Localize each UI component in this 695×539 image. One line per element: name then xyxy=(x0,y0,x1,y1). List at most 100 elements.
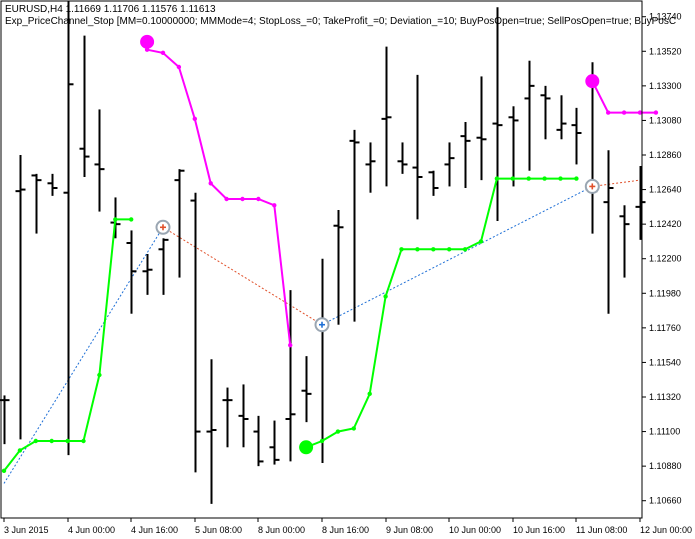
price-bar xyxy=(79,35,90,177)
price-tick-label: 1.12200 xyxy=(649,254,682,264)
price-bar xyxy=(63,1,74,456)
lower-channel-line-point xyxy=(65,438,70,444)
price-bar xyxy=(269,420,280,465)
time-tick-label: 3 Jun 2015 xyxy=(4,525,49,535)
upper-channel-line-point xyxy=(208,181,213,186)
lower-channel-line-point xyxy=(49,438,54,444)
lower-channel-line-point xyxy=(526,176,531,181)
price-bar xyxy=(253,415,264,467)
price-bar xyxy=(206,359,217,504)
price-tick-label: 1.11100 xyxy=(649,427,680,437)
price-bar xyxy=(142,254,153,295)
price-bar xyxy=(301,356,312,423)
time-tick-label: 12 Jun 00:00 xyxy=(640,525,692,535)
price-bar xyxy=(444,142,455,187)
buy-trade-line xyxy=(321,185,593,326)
lower-channel-line-point xyxy=(113,217,118,222)
upper-channel-line xyxy=(146,48,292,346)
lower-channel-line-point xyxy=(447,247,452,252)
upper-channel-line-point xyxy=(288,342,293,348)
sell-trade-marker xyxy=(155,219,171,235)
price-axis[interactable]: 1.13740 1.13520 1.13300 1.13080 1.12860 1.126… xyxy=(642,12,682,506)
lower-channel-line-point xyxy=(399,247,404,252)
lower-channel-line-point xyxy=(97,372,102,378)
lower-channel-line-point xyxy=(367,391,372,397)
price-bar xyxy=(158,238,169,295)
price-bar xyxy=(190,192,201,473)
price-tick-label: 1.11540 xyxy=(649,357,681,367)
price-tick-label: 1.13080 xyxy=(649,115,682,125)
time-tick-label: 4 Jun 16:00 xyxy=(131,525,178,535)
price-bar xyxy=(412,74,423,220)
upper-channel-line-point xyxy=(653,110,659,115)
sell-trade-marker xyxy=(584,178,600,194)
price-tick-label: 1.11320 xyxy=(649,392,681,402)
price-bar xyxy=(540,85,551,140)
price-tick-label: 1.12640 xyxy=(649,185,682,195)
trade-markers xyxy=(140,34,600,455)
upper-channel-line-point xyxy=(192,116,197,122)
lower-channel-line-point xyxy=(462,247,468,252)
time-tick-label: 11 Jun 08:00 xyxy=(576,525,627,535)
price-bar xyxy=(635,166,646,240)
price-bar xyxy=(476,76,487,181)
upper-channel-line-point xyxy=(240,196,245,202)
price-bar xyxy=(508,106,519,187)
price-bar xyxy=(492,7,503,221)
upper-channel-line-point xyxy=(160,50,166,56)
price-tick-label: 1.10660 xyxy=(649,496,682,506)
lower-channel-line-point xyxy=(478,239,484,244)
sell-signal-dot xyxy=(140,34,155,49)
lower-channel-line-point xyxy=(431,247,436,252)
symbol-info: EURUSD,H4 1.11669 1.11706 1.11576 1.1161… xyxy=(5,4,216,15)
sell-trade-line xyxy=(592,179,641,187)
upper-channel-line-point xyxy=(272,203,277,208)
price-bar xyxy=(619,205,630,278)
price-bar xyxy=(15,155,26,440)
price-bar xyxy=(381,46,392,187)
price-bar xyxy=(238,384,249,448)
price-tick-label: 1.13740 xyxy=(649,12,682,22)
price-bar xyxy=(333,210,344,325)
time-tick-label: 8 Jun 16:00 xyxy=(322,525,369,535)
price-bar xyxy=(556,95,567,140)
trade-lines xyxy=(3,179,641,484)
time-tick-label: 8 Jun 00:00 xyxy=(258,525,305,535)
buy-signal-dot xyxy=(299,440,314,455)
lower-channel-line-point xyxy=(415,247,420,252)
lower-channel-line-point xyxy=(81,438,86,444)
price-tick-label: 1.10880 xyxy=(649,461,682,471)
lower-channel-line-point xyxy=(33,438,38,444)
time-axis[interactable]: 3 Jun 2015 4 Jun 00:00 4 Jun 16:00 5 Jun 08… xyxy=(3,518,692,535)
price-bar xyxy=(174,169,185,278)
price-bar xyxy=(428,170,439,196)
time-tick-label: 10 Jun 16:00 xyxy=(513,525,565,535)
price-bar xyxy=(47,173,58,196)
price-tick-label: 1.13300 xyxy=(649,81,682,91)
price-bar xyxy=(397,142,408,174)
expert-info: Exp_PriceChannel_Stop [MM=0.10000000; MM… xyxy=(5,16,676,27)
sell-signal-dot xyxy=(585,74,600,89)
price-bar xyxy=(222,387,233,448)
time-tick-label: 5 Jun 08:00 xyxy=(195,525,242,535)
lower-channel-line-point xyxy=(383,294,388,299)
price-bar xyxy=(0,395,10,445)
price-tick-label: 1.12420 xyxy=(649,219,682,229)
price-bar xyxy=(460,122,471,188)
price-bar xyxy=(126,230,137,314)
time-tick-label: 4 Jun 00:00 xyxy=(68,525,115,535)
price-tick-label: 1.11760 xyxy=(649,323,681,333)
upper-channel-line-point xyxy=(606,110,611,115)
lower-channel-line-point xyxy=(542,176,547,181)
lower-channel-line xyxy=(305,177,577,449)
time-tick-label: 10 Jun 00:00 xyxy=(449,525,501,535)
price-tick-label: 1.11980 xyxy=(649,288,681,298)
lower-channel-line-point xyxy=(494,176,500,181)
lower-channel-line-point xyxy=(319,438,325,444)
lower-channel-line-point xyxy=(335,429,341,434)
price-bar xyxy=(94,109,105,212)
lower-channel-line-point xyxy=(574,176,579,181)
price-channel-lines xyxy=(1,47,659,474)
